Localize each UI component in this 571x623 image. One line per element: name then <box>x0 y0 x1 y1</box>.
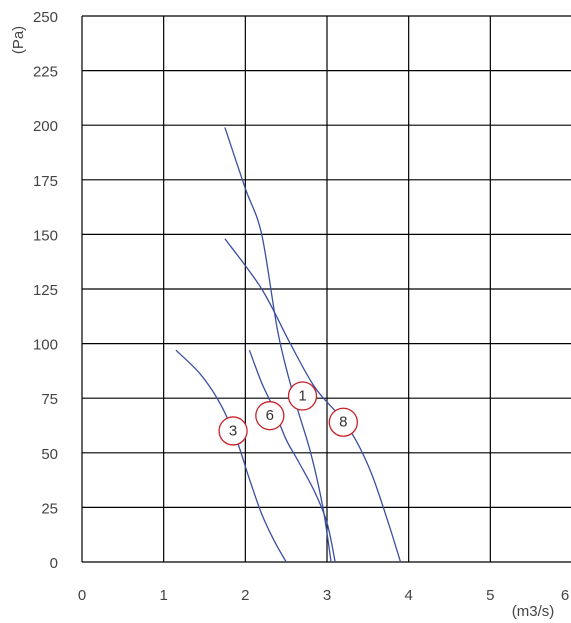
curve-6 <box>248 349 336 563</box>
marker-circle <box>287 381 318 411</box>
y-tick-label: 25 <box>41 500 58 517</box>
x-tick-label: 3 <box>323 587 331 604</box>
x-tick-label: 0 <box>78 587 86 604</box>
x-axis-unit: (m3/s) <box>512 603 555 620</box>
marker-label: 6 <box>266 407 274 424</box>
curve-1 <box>224 127 332 563</box>
y-tick-label: 125 <box>33 282 58 299</box>
marker-circle <box>218 416 248 446</box>
y-tick-label: 200 <box>33 118 58 135</box>
curve-marker-6: 6 <box>255 401 285 431</box>
x-tick-label: 2 <box>241 587 249 604</box>
grid <box>81 15 571 563</box>
marker-label: 3 <box>229 422 237 439</box>
marker-circle <box>255 401 285 431</box>
curve-markers: 1 3 6 8 <box>218 381 358 446</box>
x-tick-label: 5 <box>486 587 494 604</box>
curve-marker-1: 1 <box>287 381 318 411</box>
y-tick-label: 50 <box>41 446 58 463</box>
x-tick-label: 1 <box>159 587 167 604</box>
y-tick-label: 0 <box>50 555 58 572</box>
marker-circle <box>328 407 358 437</box>
y-tick-label: 250 <box>33 9 58 26</box>
x-tick-label: 4 <box>404 587 412 604</box>
x-tick-label: 6 <box>561 587 569 604</box>
curve-marker-8: 8 <box>328 407 358 437</box>
marker-label: 1 <box>298 388 306 405</box>
y-tick-label: 100 <box>33 337 58 354</box>
y-tick-label: 225 <box>33 64 58 81</box>
marker-label: 8 <box>339 414 347 431</box>
curve-3 <box>175 349 287 563</box>
curve-marker-3: 3 <box>218 416 248 446</box>
y-tick-label: 175 <box>33 173 58 190</box>
tick-labels: 0 25 50 75 100 125 150 175 200 225 250 0 1 2 3 4 5 6 <box>33 9 569 604</box>
y-tick-label: 75 <box>41 391 58 408</box>
y-axis-unit: (Pa) <box>10 26 27 54</box>
curves <box>175 127 402 563</box>
y-tick-label: 150 <box>33 227 58 244</box>
